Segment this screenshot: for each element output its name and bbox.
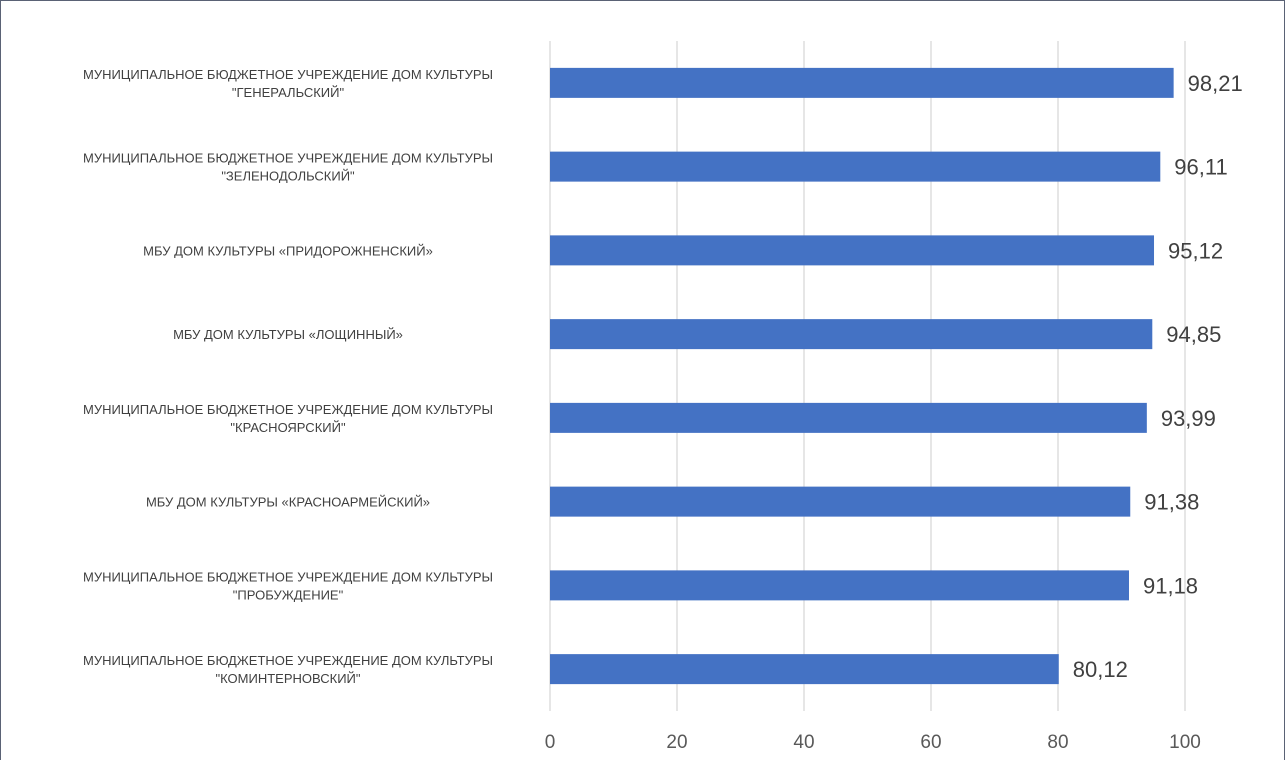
data-label: 94,85	[1166, 322, 1221, 347]
category-labels: МУНИЦИПАЛЬНОЕ БЮДЖЕТНОЕ УЧРЕЖДЕНИЕ ДОМ К…	[83, 67, 493, 686]
x-tick-label: 0	[545, 732, 556, 753]
category-label: МБУ ДОМ КУЛЬТУРЫ «КРАСНОАРМЕЙСКИЙ»	[146, 495, 430, 510]
data-label: 91,18	[1143, 573, 1198, 598]
bar	[550, 570, 1129, 601]
category-label: МУНИЦИПАЛЬНОЕ БЮДЖЕТНОЕ УЧРЕЖДЕНИЕ ДОМ К…	[83, 653, 493, 668]
x-tick-label: 40	[793, 732, 814, 753]
x-axis-tick-labels: 0 20 40 60 80 100	[545, 732, 1201, 753]
data-label: 80,12	[1073, 657, 1128, 682]
category-label: "КОМИНТЕРНОВСКИЙ"	[216, 671, 361, 686]
category-label: МУНИЦИПАЛЬНОЕ БЮДЖЕТНОЕ УЧРЕЖДЕНИЕ ДОМ К…	[83, 402, 493, 417]
bar	[550, 654, 1059, 685]
x-tick-label: 80	[1047, 732, 1068, 753]
category-label: МБУ ДОМ КУЛЬТУРЫ «ПРИДОРОЖНЕНСКИЙ»	[143, 243, 433, 258]
category-label: МУНИЦИПАЛЬНОЕ БЮДЖЕТНОЕ УЧРЕЖДЕНИЕ ДОМ К…	[83, 151, 493, 166]
category-label: МБУ ДОМ КУЛЬТУРЫ «ЛОЩИННЫЙ»	[173, 327, 403, 342]
x-tick-label: 100	[1169, 732, 1201, 753]
bar	[550, 486, 1131, 517]
bar	[550, 151, 1161, 182]
category-label: "КРАСНОЯРСКИЙ"	[230, 420, 346, 435]
bar	[550, 235, 1155, 266]
bar	[550, 319, 1153, 350]
category-label: МУНИЦИПАЛЬНОЕ БЮДЖЕТНОЕ УЧРЕЖДЕНИЕ ДОМ К…	[83, 569, 493, 584]
x-tick-label: 20	[666, 732, 687, 753]
x-tick-label: 60	[920, 732, 941, 753]
data-labels: 98,21 96,11 95,12 94,85 93,99 91,38 91,18 80,12	[1073, 71, 1243, 682]
category-label: "ЗЕЛЕНОДОЛЬСКИЙ"	[221, 169, 355, 184]
data-label: 98,21	[1188, 71, 1243, 96]
bars	[550, 67, 1174, 685]
data-label: 93,99	[1161, 406, 1216, 431]
bar	[550, 67, 1174, 98]
data-label: 96,11	[1174, 155, 1227, 180]
category-label: МУНИЦИПАЛЬНОЕ БЮДЖЕТНОЕ УЧРЕЖДЕНИЕ ДОМ К…	[83, 67, 493, 82]
bar	[550, 402, 1147, 433]
category-label: "ГЕНЕРАЛЬСКИЙ"	[232, 85, 345, 100]
category-label: "ПРОБУЖДЕНИЕ"	[233, 587, 344, 602]
gridlines	[549, 41, 1186, 711]
data-label: 95,12	[1168, 238, 1223, 263]
data-label: 91,38	[1144, 490, 1199, 515]
